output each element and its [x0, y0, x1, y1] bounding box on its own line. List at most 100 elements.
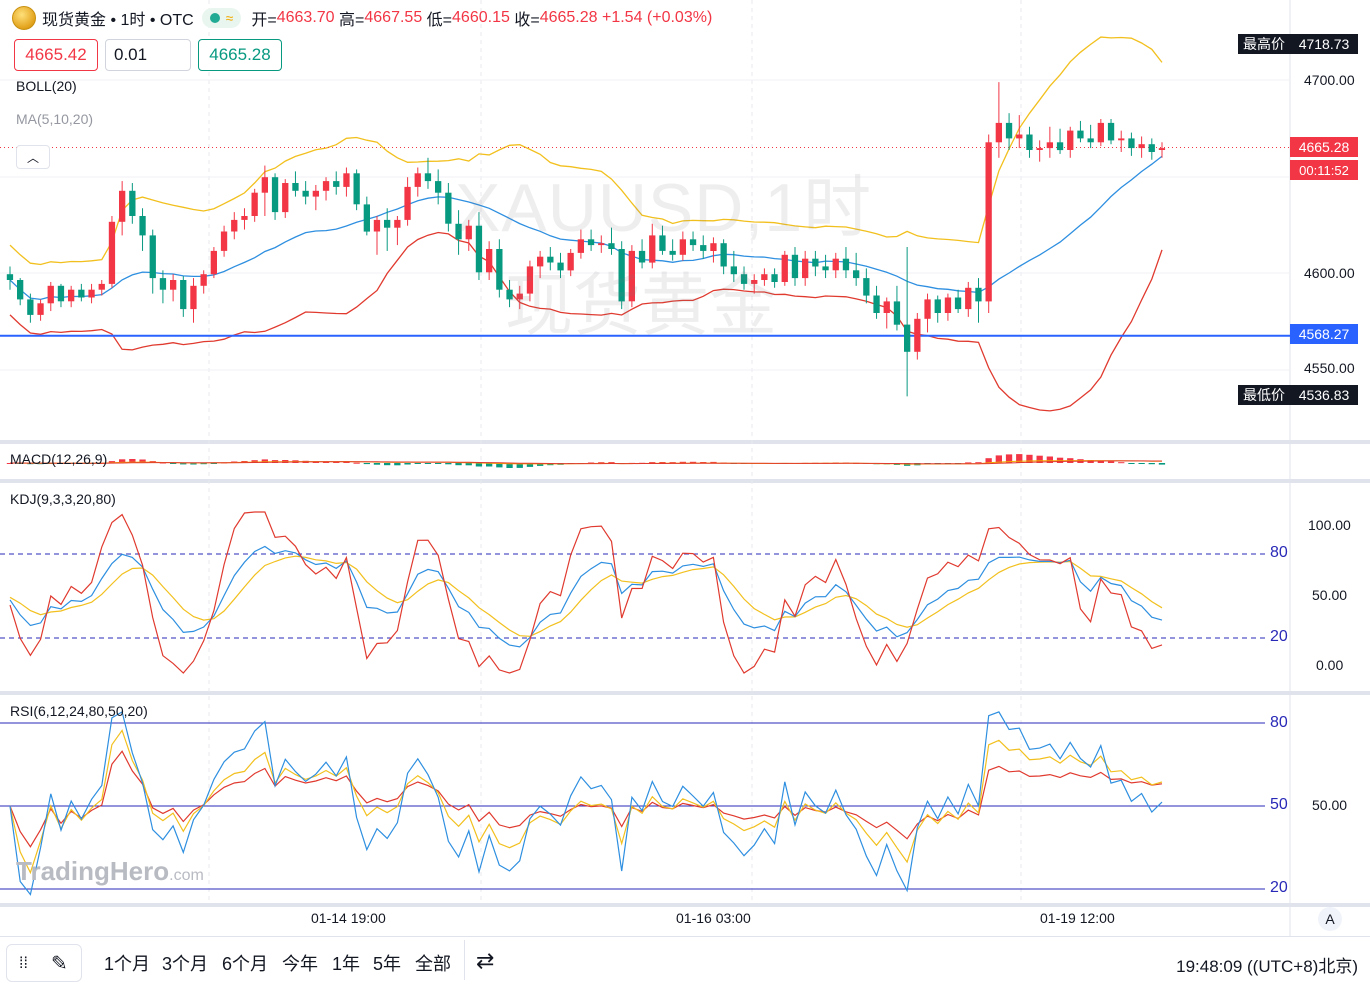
- boll-upper-line: [9, 36, 1163, 266]
- tf-6m[interactable]: 6个月: [222, 954, 269, 974]
- quantity-input[interactable]: 0.01: [105, 39, 191, 71]
- candle-body: [975, 287, 982, 302]
- candle-body: [373, 219, 381, 232]
- max-price-label: 最高价: [1238, 34, 1290, 54]
- candle-body: [1158, 148, 1166, 150]
- candle-body: [475, 225, 483, 273]
- candle-body: [1077, 130, 1084, 139]
- hline-price-tag[interactable]: 4568.27: [1290, 324, 1358, 344]
- candle-body: [1036, 148, 1043, 150]
- pen-icon: ✎: [51, 953, 68, 975]
- date-range-icon[interactable]: ⇄: [476, 948, 495, 973]
- candle-body: [424, 173, 432, 182]
- candle-body: [394, 219, 401, 228]
- market-open-icon: [209, 13, 220, 23]
- candle-body: [261, 177, 268, 193]
- macd-histogram-bar: [496, 463, 503, 468]
- ma-legend[interactable]: MA(5,10,20): [16, 111, 94, 127]
- current-price-tag: 4665.28: [1290, 137, 1358, 157]
- macd-histogram-bar: [526, 463, 534, 467]
- macd-histogram-bar: [710, 461, 717, 463]
- macd-histogram-bar: [985, 458, 992, 463]
- rsi-legend[interactable]: RSI(6,12,24,80,50,20): [10, 703, 148, 719]
- price-tick-4700: 4700.00: [1304, 72, 1355, 88]
- candle-body: [435, 181, 442, 193]
- kdj-tick-0: 0.00: [1316, 657, 1344, 673]
- clock-timezone[interactable]: 19:48:09 ((UTC+8)北京): [1176, 957, 1358, 976]
- drawing-tools-button[interactable]: ⁞⁞ ✎: [6, 944, 82, 982]
- close-value: 4665.28: [539, 9, 598, 26]
- macd-histogram-bar: [537, 463, 544, 466]
- candle-body: [343, 173, 350, 187]
- tf-3m[interactable]: 3个月: [162, 954, 209, 974]
- high-value: 4667.55: [364, 9, 423, 26]
- candle-body: [1056, 142, 1064, 151]
- tf-1m[interactable]: 1个月: [104, 954, 151, 974]
- candle-body: [934, 299, 941, 313]
- boll-legend[interactable]: BOLL(20): [16, 78, 77, 94]
- macd-histogram-bar: [363, 463, 370, 465]
- kdj-level-80: 80: [1270, 544, 1288, 561]
- candle-body: [710, 243, 717, 251]
- kdj-j-line: [9, 511, 1163, 674]
- macd-legend[interactable]: MACD(12,26,9): [10, 451, 108, 467]
- candle-body: [78, 289, 85, 298]
- candle-body: [587, 239, 595, 246]
- candle-body: [465, 225, 472, 240]
- candle-body: [924, 299, 931, 319]
- low-label: 低=: [426, 12, 453, 29]
- candle-body: [638, 250, 646, 263]
- tf-all[interactable]: 全部: [415, 954, 451, 974]
- pane-separator: [0, 691, 1370, 695]
- candle-body: [669, 250, 676, 255]
- symbol-title[interactable]: 现货黄金 • 1时 • OTC: [42, 12, 194, 29]
- macd-histogram-bar: [190, 463, 197, 465]
- candle-body: [333, 181, 340, 187]
- delayed-data-icon: ≈: [225, 10, 234, 26]
- candle-body: [190, 285, 197, 310]
- macd-dea-line: [10, 460, 1162, 465]
- close-label: 收=: [514, 12, 540, 29]
- candle-body: [220, 231, 228, 251]
- brand-suffix: .com: [169, 867, 204, 884]
- candle-body: [761, 274, 768, 280]
- macd-histogram-bar: [1148, 463, 1155, 465]
- trade-panel: 4665.42 0.01 4665.28: [14, 39, 282, 71]
- sell-price-button[interactable]: 4665.42: [14, 39, 98, 71]
- pane-separator: [0, 903, 1370, 907]
- candle-body: [414, 173, 421, 187]
- macd-histogram-bar: [1046, 456, 1053, 463]
- tf-5y[interactable]: 5年: [373, 954, 402, 974]
- macd-histogram-bar: [333, 461, 340, 463]
- candle-body: [210, 250, 217, 275]
- macd-histogram-bar: [649, 462, 656, 464]
- candle-body: [170, 280, 177, 290]
- candle-body: [516, 293, 523, 300]
- kdj-legend[interactable]: KDJ(9,3,3,20,80): [10, 491, 116, 507]
- candle-body: [1087, 138, 1094, 143]
- candle-body: [251, 192, 258, 216]
- tf-ytd[interactable]: 今年: [282, 954, 318, 974]
- candle-body: [282, 183, 289, 213]
- collapse-legend-button[interactable]: ︿: [16, 145, 50, 169]
- candle-body: [200, 274, 207, 286]
- candle-body: [802, 258, 809, 279]
- kdj-tick-50: 50.00: [1312, 587, 1348, 603]
- candle-body: [598, 243, 605, 246]
- buy-price-button[interactable]: 4665.28: [198, 39, 282, 71]
- macd-histogram-bar: [587, 462, 595, 464]
- macd-histogram-bar: [6, 463, 14, 464]
- macd-histogram-bar: [384, 463, 391, 466]
- pane-separator: [0, 479, 1370, 483]
- market-status[interactable]: ≈: [201, 8, 242, 28]
- macd-histogram-bar: [1138, 463, 1145, 464]
- tf-1y[interactable]: 1年: [332, 954, 361, 974]
- symbol-header: 现货黄金 • 1时 • OTC ≈ 开= 4663.70 高= 4667.55 低=…: [12, 6, 712, 30]
- macd-histogram-bar: [424, 463, 432, 464]
- brand-name: TradingHero: [16, 856, 170, 886]
- auto-scale-button[interactable]: A: [1318, 907, 1342, 931]
- change-value: +1.54 (+0.03%): [601, 9, 713, 26]
- macd-histogram-bar: [251, 460, 258, 463]
- candle-body: [506, 289, 513, 300]
